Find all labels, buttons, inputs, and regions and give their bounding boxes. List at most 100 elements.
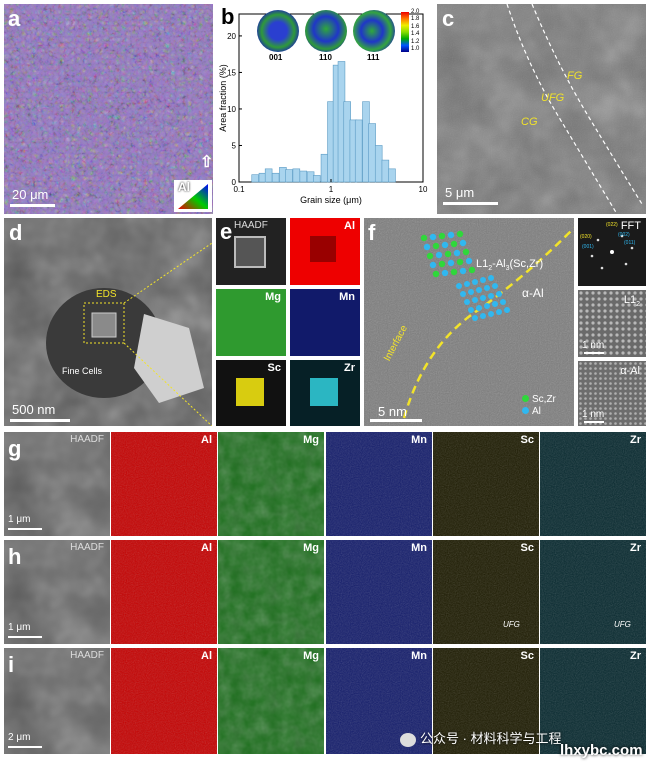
l12-inset: L12 1 nm: [578, 290, 646, 357]
fft-spot: (022): [606, 222, 618, 228]
atom: [488, 293, 494, 299]
bar: [292, 168, 301, 183]
map-label: Mn: [339, 291, 355, 303]
pole-figure-111: [353, 10, 395, 52]
atom: [459, 267, 467, 275]
panel-c-sem: c FG UFG CG 5 μm: [437, 4, 646, 214]
bar: [251, 174, 259, 183]
atom: [429, 233, 437, 241]
bar: [388, 168, 396, 183]
atom: [456, 230, 464, 238]
l12-phase-label: L12-Al3(Sc,Zr): [476, 258, 544, 273]
fft-spot: (020): [580, 234, 592, 240]
atom: [500, 299, 506, 305]
map-g-sc: Sc: [433, 432, 539, 536]
map-g-zr: Zr: [540, 432, 646, 536]
atom: [456, 283, 462, 289]
fg-label: FG: [567, 70, 583, 82]
colorbar-ticks: 2.0 1.8 1.6 1.4 1.2 1.0: [411, 9, 419, 53]
colorbar-tick: 2.0: [411, 9, 420, 15]
fft-pattern: [590, 234, 634, 270]
al-dot-icon: [522, 407, 529, 414]
atom: [444, 250, 452, 258]
map-label: Sc: [520, 434, 534, 446]
panel-label: b: [221, 4, 235, 29]
map-g-mn: Mn: [326, 432, 432, 536]
scale-bar: [584, 421, 604, 423]
atom: [492, 301, 498, 307]
pole-label: 110: [319, 53, 332, 62]
scale-bar: [8, 528, 42, 530]
fft-spot: (001): [582, 244, 594, 250]
l12-inset-label: L12: [623, 294, 640, 309]
x-tick-label: 1: [329, 185, 334, 194]
scale-bar: [584, 352, 604, 354]
scale-bar: [10, 204, 55, 207]
bar: [374, 145, 383, 183]
atom: [465, 257, 473, 265]
alpha-al-inset: α-Al 1 nm: [578, 361, 646, 426]
scale-bar-label: 1 μm: [8, 622, 31, 633]
bar: [320, 153, 329, 183]
map-label: Zr: [344, 362, 355, 374]
y-tick-label: 5: [232, 141, 237, 150]
y-tick-label: 0: [232, 178, 237, 187]
scale-bar-label: 500 nm: [12, 402, 56, 417]
l12-lattice-image: [578, 290, 646, 357]
colorbar-tick: 1.0: [411, 46, 420, 53]
watermark-site: lhxybc.com: [560, 742, 643, 759]
scale-bar: [10, 419, 70, 422]
atom: [432, 242, 440, 250]
bar: [271, 172, 280, 183]
map-label: HAADF: [70, 434, 104, 445]
atom: [484, 303, 490, 309]
colorbar-tick: 1.8: [411, 16, 420, 23]
map-h-haadf: HAADF h 1 μm: [4, 540, 110, 644]
map-h-sc: Sc UFG: [433, 540, 539, 644]
map-label: Zr: [630, 434, 641, 446]
map-label: Mn: [411, 542, 427, 554]
atom: [438, 260, 446, 268]
atom: [488, 275, 494, 281]
watermark-text: 公众号 · 材料科学与工程: [420, 731, 562, 746]
map-mg: Mg: [216, 289, 286, 356]
map-mn: Mn: [290, 289, 360, 356]
panel-e-eds-maps: HAADF Al Mg Mn Sc Zr e: [216, 218, 360, 426]
map-label: HAADF: [70, 542, 104, 553]
scale-bar: [8, 746, 42, 748]
map-label: Al: [344, 220, 355, 232]
alpha-al-lattice-image: [578, 361, 646, 426]
ipf-legend-label: Al: [178, 180, 190, 194]
panel-a-ebsd-map: a 20 μm Al ⇧: [4, 4, 213, 214]
atom: [488, 311, 494, 317]
pole-label: 001: [269, 53, 283, 62]
atom: [420, 234, 428, 242]
map-label: HAADF: [234, 220, 268, 231]
atom: [464, 281, 470, 287]
alpha-al-label: α-Al: [522, 286, 544, 300]
atom: [441, 241, 449, 249]
atom: [453, 249, 461, 257]
pole-colorbar: [401, 12, 409, 52]
panel-label: e: [220, 219, 233, 244]
y-tick-label: 10: [227, 105, 236, 114]
map-label: Sc: [267, 362, 281, 374]
map-label: Mg: [303, 542, 319, 554]
atom: [468, 307, 474, 313]
bar: [285, 169, 293, 183]
panel-b-chart: b 0 5 10 15 20 0.1 1 10 Grain size (μm) Area frac…: [217, 4, 433, 214]
colorbar-tick: 1.2: [411, 38, 420, 45]
legend-label: Sc,Zr: [532, 394, 556, 405]
colorbar-tick: 1.6: [411, 23, 420, 30]
fft-spot: (002): [618, 232, 630, 238]
scale-bar-label: 2 μm: [8, 732, 31, 743]
atom: [472, 315, 478, 321]
atom: [459, 239, 467, 247]
zr-precipitate: [310, 378, 338, 406]
map-label: Al: [201, 650, 212, 662]
ebsd-ipf-image: [4, 4, 213, 214]
cg-label: CG: [521, 116, 538, 128]
atom: [447, 231, 455, 239]
alpha-al-inset-label: α-Al: [620, 365, 640, 377]
map-label: HAADF: [70, 650, 104, 661]
